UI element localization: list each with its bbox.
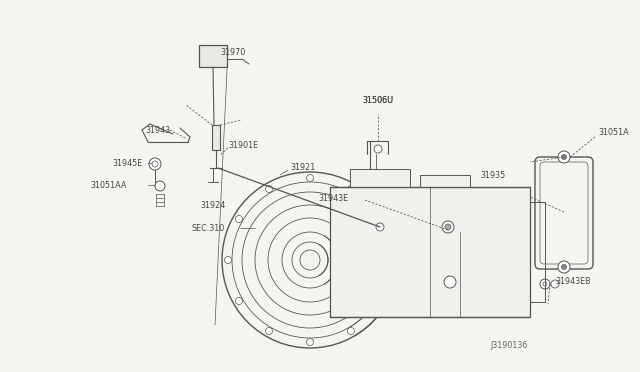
Circle shape [444,276,456,288]
Circle shape [445,224,451,230]
Circle shape [374,145,382,153]
Circle shape [388,257,396,263]
Text: 31051AA: 31051AA [90,180,126,189]
Circle shape [225,257,232,263]
Circle shape [236,298,243,305]
Circle shape [561,154,566,160]
Circle shape [378,298,385,305]
Text: 31943: 31943 [145,125,170,135]
Circle shape [561,264,566,269]
Bar [420,175,470,187]
Text: 31506U: 31506U [362,96,393,105]
Circle shape [149,158,161,170]
Text: 31945E: 31945E [112,158,142,167]
Circle shape [236,215,243,222]
Text: 31506U: 31506U [362,96,393,105]
Circle shape [551,280,559,288]
Circle shape [348,186,355,192]
Bar [350,169,410,187]
Circle shape [307,174,314,182]
Text: 31943E: 31943E [318,193,348,202]
Circle shape [540,279,550,289]
Circle shape [266,186,273,192]
Text: 31921: 31921 [290,163,316,171]
Circle shape [307,339,314,346]
Circle shape [155,181,165,191]
Text: 31924: 31924 [200,201,225,209]
Bar [212,125,220,150]
Text: 31935: 31935 [480,170,505,180]
Text: 31901E: 31901E [228,141,258,150]
Bar [199,45,227,67]
Circle shape [558,261,570,273]
Text: 31051A: 31051A [598,128,628,137]
Circle shape [266,327,273,334]
Circle shape [378,215,385,222]
Text: J3190136: J3190136 [490,340,527,350]
Circle shape [558,151,570,163]
Circle shape [442,221,454,233]
Text: 31943EB: 31943EB [555,278,591,286]
Text: 31970: 31970 [220,48,245,57]
Bar [330,187,530,317]
Circle shape [376,223,384,231]
Circle shape [348,327,355,334]
Text: SEC.310: SEC.310 [192,224,225,232]
